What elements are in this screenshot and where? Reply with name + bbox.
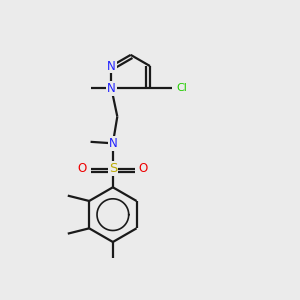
Text: O: O <box>78 162 87 175</box>
Text: O: O <box>139 162 148 175</box>
Text: Cl: Cl <box>177 83 188 93</box>
Text: S: S <box>109 162 117 175</box>
Text: N: N <box>107 59 116 73</box>
Text: N: N <box>109 137 117 150</box>
Text: N: N <box>107 82 116 95</box>
